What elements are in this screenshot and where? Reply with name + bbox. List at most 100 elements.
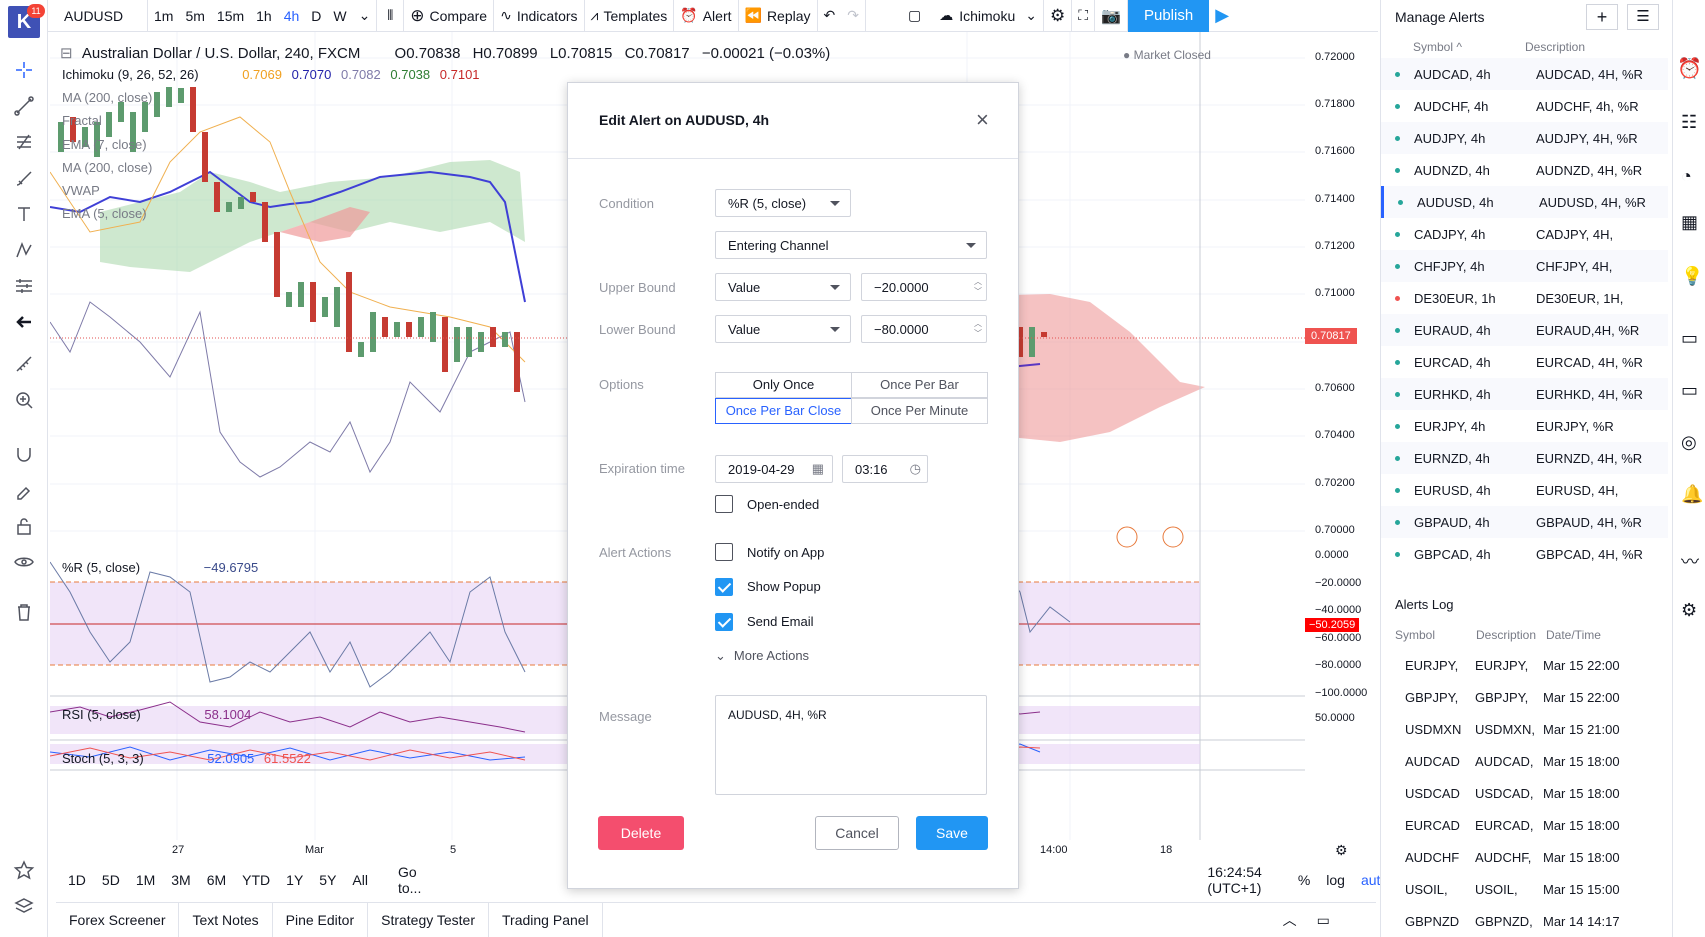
interval-15m[interactable]: 15m xyxy=(216,7,245,24)
alert-row[interactable]: EURCAD, 4h EURCAD, 4H, %R xyxy=(1381,346,1668,378)
clock-icon[interactable]: ◷ xyxy=(909,461,921,476)
log-col-description[interactable]: Description xyxy=(1476,628,1537,642)
alert-row[interactable]: EURUSD, 4h EURUSD, 4H, xyxy=(1381,474,1668,506)
alert-row[interactable]: AUDJPY, 4h AUDJPY, 4H, %R xyxy=(1381,122,1668,154)
range-1m[interactable]: 1M xyxy=(135,872,156,888)
indicator-fractal[interactable]: Fractal xyxy=(62,113,102,128)
zoom-icon[interactable] xyxy=(8,386,40,414)
alert-row[interactable]: EURJPY, 4h EURJPY, %R xyxy=(1381,410,1668,442)
alert-row[interactable]: DE30EUR, 1h DE30EUR, 1H, xyxy=(1381,282,1668,314)
tab-forex-screener[interactable]: Forex Screener xyxy=(56,902,180,937)
fib-icon[interactable] xyxy=(8,128,40,156)
option-only-once[interactable]: Only Once xyxy=(715,372,852,398)
condition-select[interactable]: %R (5, close) xyxy=(715,189,851,217)
log-row[interactable]: EURCAD EURCAD, Mar 15 18:00 xyxy=(1381,809,1668,841)
expiration-date-input[interactable]: 2019-04-29 ▦ xyxy=(715,455,833,483)
notifications-icon[interactable]: 🔔 xyxy=(1681,484,1704,504)
interval-1m[interactable]: 1m xyxy=(154,7,174,24)
range-all[interactable]: All xyxy=(352,872,368,888)
layout-dropdown[interactable]: ☁ Ichimoku ⌄ xyxy=(933,0,1044,32)
pattern-icon[interactable] xyxy=(8,236,40,264)
magnet-icon[interactable] xyxy=(8,440,40,468)
chart-type-icon[interactable]: ⫴ xyxy=(377,0,405,32)
range-3m[interactable]: 3M xyxy=(171,872,191,888)
interval-w[interactable]: W xyxy=(333,7,347,24)
tab-pine-editor[interactable]: Pine Editor xyxy=(273,902,369,937)
operator-select[interactable]: Entering Channel xyxy=(715,231,987,259)
option-once-per-bar-close[interactable]: Once Per Bar Close xyxy=(715,398,852,424)
star-icon[interactable] xyxy=(8,856,40,884)
redo-icon[interactable]: ↷ xyxy=(841,0,866,32)
log-row[interactable]: GBPNZD GBPNZD, Mar 14 14:17 xyxy=(1381,905,1668,937)
list-menu-icon[interactable]: ☰ xyxy=(1627,4,1659,30)
trendline-icon[interactable] xyxy=(8,92,40,120)
interval-4h[interactable]: 4h xyxy=(283,7,300,24)
alert-row[interactable]: EURAUD, 4h EURAUD,4H, %R xyxy=(1381,314,1668,346)
interval-5m[interactable]: 5m xyxy=(185,7,205,24)
option-once-per-minute[interactable]: Once Per Minute xyxy=(851,398,988,424)
range-1d[interactable]: 1D xyxy=(68,872,86,888)
log-col-symbol[interactable]: Symbol xyxy=(1395,628,1436,642)
lock-icon[interactable] xyxy=(8,512,40,540)
time-axis[interactable]: 27 Mar 5 14:00 18 ⚙ xyxy=(50,840,1375,862)
wr-pane-legend[interactable]: %R (5, close) −49.6795 xyxy=(62,560,258,575)
log-toggle[interactable]: log xyxy=(1326,872,1345,888)
upper-type-select[interactable]: Value xyxy=(715,273,851,301)
watchlist-icon[interactable]: ☷ xyxy=(1681,112,1698,132)
close-icon[interactable]: × xyxy=(976,107,989,132)
maximize-panel-icon[interactable]: ▭ xyxy=(1316,911,1330,928)
open-ended-checkbox[interactable] xyxy=(715,495,733,513)
replay-button[interactable]: ⏪ Replay xyxy=(739,0,818,32)
alert-row[interactable]: AUDUSD, 4h AUDUSD, 4H, %R xyxy=(1381,186,1668,218)
interval-d[interactable]: D xyxy=(311,7,322,24)
chevron-up-icon[interactable]: ︿ xyxy=(1282,912,1297,928)
send-email-checkbox[interactable] xyxy=(715,613,733,631)
crosshair-icon[interactable] xyxy=(8,56,40,84)
alert-row[interactable]: EURNZD, 4h EURNZD, 4H, %R xyxy=(1381,442,1668,474)
tab-strategy-tester[interactable]: Strategy Tester xyxy=(368,902,490,937)
settings-gear-icon[interactable]: ⚙ xyxy=(1044,0,1073,32)
alert-button[interactable]: ⏰ Alert xyxy=(674,0,739,32)
upper-bound-input[interactable]: −20.0000 ︿ ﹀ xyxy=(861,273,987,301)
save-button[interactable]: Save xyxy=(916,816,988,850)
ideas-icon[interactable]: 💡 xyxy=(1681,266,1704,286)
alert-row[interactable]: AUDNZD, 4h AUDNZD, 4H, %R xyxy=(1381,154,1668,186)
interval-dropdown-icon[interactable]: ⌄ xyxy=(353,0,378,32)
indicator-ema[interactable]: EMA (7, close) xyxy=(62,137,147,152)
log-row[interactable]: USOIL, USOIL, Mar 15 15:00 xyxy=(1381,873,1668,905)
lock-drawing-icon[interactable] xyxy=(8,476,40,504)
interval-1h[interactable]: 1h xyxy=(256,7,272,24)
log-row[interactable]: USDMXN USDMXN, Mar 15 21:00 xyxy=(1381,713,1668,745)
symbol-title[interactable]: Australian Dollar / U.S. Dollar, 240, FX… xyxy=(81,45,361,62)
indicator-ma[interactable]: MA (200, close) xyxy=(62,90,153,105)
log-row[interactable]: EURJPY, EURJPY, Mar 15 22:00 xyxy=(1381,649,1668,681)
fullscreen-icon[interactable]: ⛶ xyxy=(1072,0,1096,32)
compare-button[interactable]: ⊕ Compare xyxy=(404,0,495,32)
axis-settings-icon[interactable]: ⚙ xyxy=(1335,842,1348,858)
show-popup-checkbox[interactable] xyxy=(715,578,733,596)
symbol-search[interactable]: AUDUSD xyxy=(48,0,148,32)
alarm-clock-icon[interactable]: ⏰ xyxy=(1677,58,1702,80)
alert-row[interactable]: GBPAUD, 4h GBPAUD, 4H, %R xyxy=(1381,506,1668,538)
templates-button[interactable]: ⩘ Templates xyxy=(585,0,675,32)
log-row[interactable]: USDCAD USDCAD, Mar 15 18:00 xyxy=(1381,777,1668,809)
trash-icon[interactable] xyxy=(8,598,40,626)
layers-icon[interactable] xyxy=(8,892,40,920)
eye-icon[interactable] xyxy=(8,548,40,576)
chat-icon[interactable]: ▭ xyxy=(1681,328,1699,348)
lower-bound-input[interactable]: −80.0000 ︿ ﹀ xyxy=(861,315,987,343)
range-5y[interactable]: 5Y xyxy=(319,872,337,888)
lower-type-select[interactable]: Value xyxy=(715,315,851,343)
indicator-ichimoku[interactable]: Ichimoku (9, 26, 52, 26) 0.7069 0.7070 0… xyxy=(62,67,480,82)
price-scale[interactable]: 0.72000 0.71800 0.71600 0.71400 0.71200 … xyxy=(1305,32,1375,840)
range-5d[interactable]: 5D xyxy=(101,872,120,888)
streams-icon[interactable]: ◎ xyxy=(1681,432,1697,452)
col-description[interactable]: Description xyxy=(1525,40,1586,54)
notify-app-checkbox[interactable] xyxy=(715,543,733,561)
messages-icon[interactable]: ▭ xyxy=(1681,380,1699,400)
range-1y[interactable]: 1Y xyxy=(286,872,304,888)
data-window-icon[interactable]: ◔ xyxy=(1681,166,1692,186)
indicator-ma-2[interactable]: MA (200, close) xyxy=(62,160,153,175)
brush-icon[interactable] xyxy=(8,164,40,192)
stoch-pane-legend[interactable]: Stoch (5, 3, 3) 52.0905 61.5522 xyxy=(62,751,311,766)
